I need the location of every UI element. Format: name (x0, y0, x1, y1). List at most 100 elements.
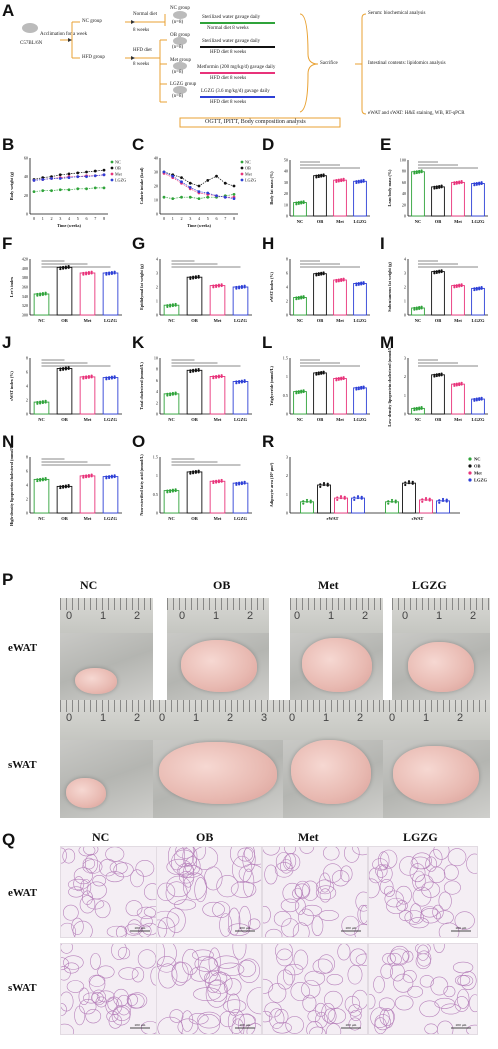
series-point-lgzg (85, 175, 88, 179)
adipocyte-outline (393, 973, 414, 993)
adipocyte-outline (341, 915, 360, 936)
bar-nc (163, 490, 180, 514)
data-point-lgzg (355, 386, 358, 389)
y-tick-label: 0 (26, 412, 28, 417)
legend-marker-ob (110, 166, 114, 170)
series-point-lgzg (206, 191, 210, 195)
adipocyte-outline (409, 863, 426, 883)
data-point-lgzg (355, 282, 358, 285)
data-point-ob (315, 371, 318, 375)
y-tick-label: 6 (26, 370, 28, 375)
bar-ob (186, 276, 203, 316)
histology-ewat-lgzg: 200 μm (368, 846, 478, 938)
photo-col-nc: NC (80, 578, 98, 592)
histology-swat-nc: 200 μm (60, 943, 157, 1035)
data-point-ob (440, 184, 443, 187)
data-point-lgzg (360, 385, 363, 389)
data-point-lgzg (360, 181, 363, 184)
data-point-nc (174, 393, 177, 396)
data-point-lgzg (105, 477, 108, 480)
x-tick-label: OB (317, 219, 324, 224)
x-tick-label: LGZG (234, 417, 248, 422)
y-axis-label: Calorie intake (kcal) (139, 167, 144, 204)
y-tick-label: 0 (26, 511, 28, 516)
data-point-met (212, 375, 215, 378)
x-tick-label: LGZG (104, 516, 118, 521)
data-point-met (85, 375, 88, 378)
data-point-nc (394, 501, 397, 504)
series-point-lgzg (58, 177, 62, 180)
x-tick-label: 8 (103, 216, 105, 221)
data-point-ob (64, 366, 67, 369)
data-point-ob (435, 187, 438, 190)
chart-o: Non-esterified fatty acid (mmol/L) 0 0.5 1 1… (139, 454, 252, 521)
series-point-lgzg (223, 195, 227, 199)
data-point-ob (197, 469, 200, 472)
adipocyte-outline (434, 997, 455, 1009)
adipocyte-outline (108, 1013, 123, 1029)
y-axis-label: Adipocyte area (10³ μm²) (269, 462, 274, 507)
data-point-ob (62, 484, 65, 488)
bar-nc (411, 407, 425, 415)
adipocyte-outline (302, 904, 323, 917)
data-point-nc (300, 391, 303, 394)
y-tick-label: 10 (154, 356, 158, 361)
adipocyte-outline (373, 976, 385, 994)
treat-ob-2: HFD diet 8 weeks (210, 50, 247, 55)
data-point-met (217, 374, 220, 377)
chart-h: eWAT index (%) 0 2 4 6 8 NC OB Met LGZG (269, 257, 370, 323)
data-point-met (87, 271, 90, 274)
data-point-lgzg (108, 377, 111, 380)
data-point-lgzg (438, 501, 441, 504)
adipocyte-outline (282, 882, 303, 903)
adipocyte-outline (223, 978, 242, 996)
data-point-met (82, 271, 85, 275)
adipocyte-outline (394, 995, 414, 1011)
data-point-lgzg (360, 495, 363, 498)
legend-label-met: Met (245, 172, 253, 177)
y-tick-label: 2 (26, 497, 28, 502)
ruler-num: 1 (323, 712, 330, 724)
data-point-met (458, 383, 461, 387)
data-point-met (428, 499, 431, 502)
data-point-nc (302, 296, 305, 300)
data-point-ob (64, 265, 67, 268)
x-tick-label: 7 (94, 216, 96, 221)
data-point-lgzg (445, 500, 448, 503)
adipocyte-outline (285, 1016, 304, 1034)
adipocyte-outline (274, 1009, 289, 1024)
adipocyte-outline (404, 910, 424, 925)
data-point-ob (319, 483, 322, 486)
adipocyte-outline (170, 849, 198, 876)
adipocyte-outline (323, 847, 340, 861)
scale-bar-label: 200 μm (135, 926, 146, 930)
data-point-ob (433, 270, 436, 273)
legend-marker-nc (240, 160, 244, 164)
data-point-lgzg (480, 181, 483, 184)
data-point-nc (297, 390, 300, 393)
x-tick-label: NC (297, 417, 304, 422)
y-tick-label: 2 (404, 285, 406, 290)
adipocyte-outline (107, 997, 119, 1011)
data-point-ob (192, 368, 195, 371)
histology-ewat-met: 200 μm (262, 846, 368, 938)
data-point-ob (440, 270, 443, 274)
series-point-nc (50, 189, 53, 193)
data-point-ob (322, 372, 325, 375)
x-tick-label: sWAT (412, 516, 424, 521)
adipocyte-outline (337, 944, 351, 961)
ruler-num: 1 (213, 610, 220, 622)
data-point-met (212, 284, 215, 287)
data-point-met (340, 179, 343, 183)
data-point-nc (297, 201, 300, 204)
scale-bar-label: 200 μm (346, 1023, 357, 1027)
adipocyte-outline (228, 907, 241, 936)
data-point-lgzg (108, 476, 111, 479)
y-axis-label: Lee's index (9, 276, 14, 297)
chart-d: Body fat mass (%) 0 10 20 30 40 50 NC OB Met LGZG (269, 158, 370, 224)
adipocyte-outline (174, 847, 194, 868)
data-point-ob (315, 274, 318, 277)
data-point-lgzg (355, 180, 358, 183)
adipocyte-outline (293, 949, 309, 970)
data-point-lgzg (362, 178, 365, 182)
